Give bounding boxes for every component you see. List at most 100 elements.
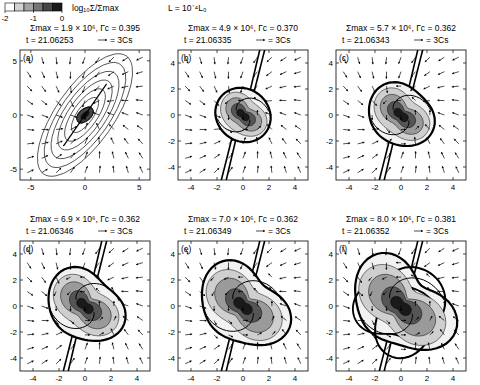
velocity-arrow (401, 166, 403, 173)
velocity-arrowhead (114, 316, 116, 318)
velocity-arrowhead (361, 103, 363, 105)
velocity-arrowhead (414, 110, 416, 112)
velocity-arrowhead (347, 170, 349, 172)
velocity-arrowhead (358, 253, 360, 255)
velocity-arrow (27, 320, 34, 322)
y-tick (178, 280, 181, 281)
velocity-arrow (358, 277, 362, 283)
velocity-arrowhead (200, 253, 202, 255)
x-tick (401, 50, 402, 53)
x-tick (217, 177, 218, 180)
y-tick (463, 89, 466, 90)
velocity-arrowhead (190, 156, 192, 158)
velocity-arrowhead (295, 317, 297, 319)
velocity-arrowhead (140, 166, 142, 168)
velocity-arrowhead (410, 89, 412, 91)
velocity-arrow (297, 343, 301, 349)
velocity-arrow (270, 287, 272, 291)
velocity-arrow (257, 151, 258, 158)
velocity-arrow (358, 101, 363, 105)
velocity-arrowhead (370, 294, 372, 296)
velocity-arrowhead (246, 334, 248, 336)
velocity-arrow (429, 110, 430, 115)
y-tick (463, 254, 466, 255)
velocity-arrowhead (240, 267, 242, 269)
velocity-arrow (358, 155, 364, 158)
x-tick-label: 0 (83, 183, 88, 192)
contour (20, 50, 150, 180)
spiral-arm (393, 95, 431, 110)
velocity-arrowhead (281, 316, 283, 318)
frame (336, 241, 466, 371)
velocity-arrowhead (82, 62, 84, 64)
velocity-arrowhead (453, 126, 455, 128)
velocity-arrowhead (46, 142, 48, 144)
velocity-arrowhead (363, 128, 365, 130)
velocity-arrow (257, 317, 261, 321)
x-tick (401, 177, 402, 180)
velocity-arrowhead (46, 155, 48, 157)
velocity-arrow (200, 86, 204, 92)
contour (394, 108, 408, 121)
velocity-arrow (266, 72, 272, 76)
velocity-arrow (42, 57, 44, 64)
velocity-arrowhead (253, 275, 255, 277)
velocity-arrow (200, 72, 203, 78)
velocity-arrowhead (429, 301, 431, 303)
velocity-arrow (56, 306, 57, 311)
velocity-arrowhead (280, 303, 282, 305)
velocity-arrowhead (107, 112, 109, 114)
velocity-arrowhead (398, 76, 400, 78)
velocity-arrowhead (404, 348, 406, 350)
velocity-arrowhead (203, 360, 205, 362)
velocity-arrow (257, 333, 261, 335)
velocity-arrowhead (270, 343, 272, 345)
velocity-arrow (441, 343, 444, 349)
velocity-arrowhead (122, 303, 124, 305)
velocity-arrowhead (59, 103, 61, 105)
y-tick-label: 2 (13, 276, 18, 285)
velocity-arrow (124, 138, 128, 144)
velocity-arrow (200, 333, 207, 335)
velocity-arrow (442, 357, 444, 364)
velocity-arrow (27, 101, 33, 105)
velocity-arrowhead (359, 267, 361, 269)
y-tick (463, 280, 466, 281)
velocity-arrow (280, 113, 287, 115)
velocity-arrowhead (227, 253, 229, 255)
velocity-arrowhead (56, 62, 58, 64)
velocity-arrowhead (126, 357, 128, 359)
velocity-scale: = 3Cs (268, 226, 290, 236)
velocity-arrow (369, 277, 373, 281)
velocity-arrow (425, 57, 430, 62)
velocity-arrow (96, 57, 100, 63)
plot-area (20, 50, 150, 180)
velocity-arrow (343, 306, 350, 308)
velocity-arrow (243, 129, 248, 130)
velocity-arrowhead (396, 99, 398, 101)
x-tick (59, 241, 60, 244)
velocity-arrow (454, 139, 459, 144)
velocity-arrow (343, 334, 350, 336)
velocity-arrowhead (188, 280, 190, 282)
velocity-arrow (372, 345, 378, 349)
velocity-arrowhead (189, 293, 191, 295)
velocity-arrow (27, 129, 34, 131)
velocity-arrow (396, 291, 401, 292)
y-tick (147, 60, 150, 61)
velocity-arrow (343, 170, 349, 173)
velocity-arrow (109, 248, 114, 253)
velocity-arrowhead (140, 357, 142, 359)
velocity-arrow (437, 100, 444, 101)
velocity-arrowhead (439, 316, 441, 318)
velocity-arrow (343, 361, 349, 364)
velocity-arrowhead (204, 155, 206, 157)
velocity-arrowhead (271, 301, 273, 303)
x-tick (427, 241, 428, 244)
velocity-arrow (56, 86, 59, 92)
velocity-arrow (136, 99, 143, 101)
velocity-arrow (372, 72, 374, 79)
velocity-arrowhead (73, 139, 75, 141)
velocity-arrow (136, 86, 143, 88)
velocity-arrow (294, 304, 301, 306)
